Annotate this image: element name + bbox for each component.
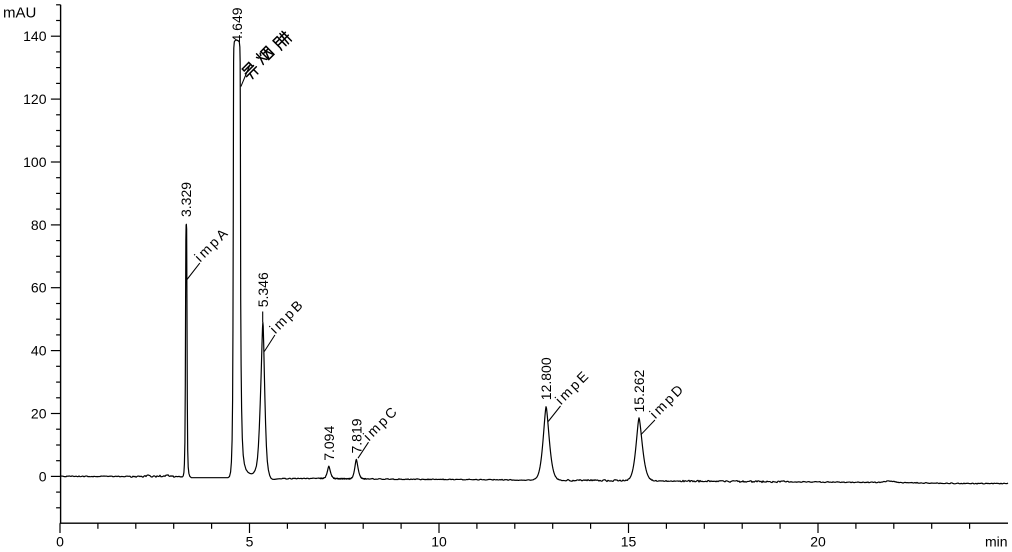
svg-text:15: 15	[621, 534, 637, 550]
svg-text:100: 100	[23, 154, 47, 170]
svg-text:20: 20	[810, 534, 826, 550]
svg-text:min: min	[985, 534, 1008, 550]
svg-text:7.094: 7.094	[321, 426, 337, 461]
svg-text:10: 10	[431, 534, 447, 550]
svg-text:mAU: mAU	[3, 5, 36, 22]
svg-text:7.819: 7.819	[348, 418, 364, 453]
svg-text:3.329: 3.329	[178, 182, 194, 217]
svg-text:5.346: 5.346	[255, 272, 271, 307]
svg-text:15.262: 15.262	[631, 369, 647, 412]
svg-text:5: 5	[246, 534, 254, 550]
svg-text:140: 140	[23, 28, 47, 44]
svg-text:0: 0	[56, 534, 64, 550]
svg-text:80: 80	[31, 217, 47, 233]
svg-text:40: 40	[31, 343, 47, 359]
svg-text:120: 120	[23, 91, 47, 107]
svg-text:12.800: 12.800	[538, 357, 554, 400]
svg-text:4.649: 4.649	[229, 7, 245, 42]
svg-text:20: 20	[31, 406, 47, 422]
svg-text:60: 60	[31, 280, 47, 296]
svg-text:0: 0	[39, 468, 47, 484]
